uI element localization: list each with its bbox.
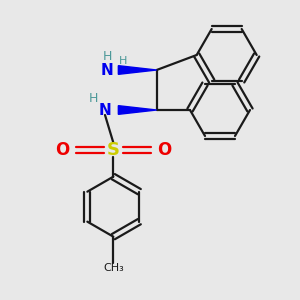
Polygon shape [118, 66, 157, 74]
Text: O: O [55, 141, 70, 159]
Text: H: H [118, 56, 127, 66]
Text: S: S [107, 141, 120, 159]
Text: N: N [100, 63, 113, 78]
Text: H: H [88, 92, 98, 105]
Text: CH₃: CH₃ [103, 263, 124, 273]
Polygon shape [118, 106, 157, 114]
Text: O: O [157, 141, 172, 159]
Text: H: H [103, 50, 112, 62]
Text: N: N [99, 103, 111, 118]
